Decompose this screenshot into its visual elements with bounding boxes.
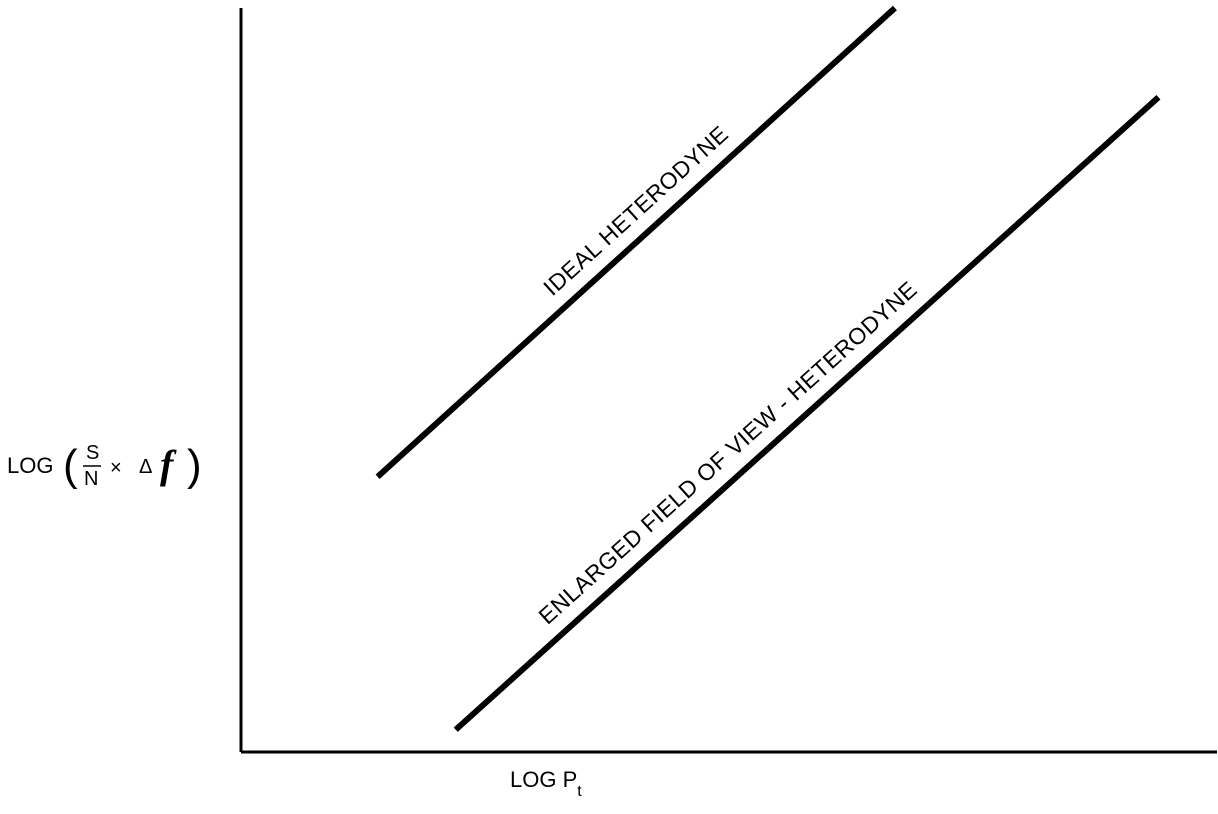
y-label-delta: Δ [139,456,152,478]
y-label-open-paren: ( [63,441,78,490]
y-label-numerator: S [86,442,99,464]
series-line-1 [375,5,897,479]
y-label-prefix: LOG [7,453,53,478]
y-label-denominator: N [84,468,98,490]
x-axis-label-main: LOG P [510,767,577,792]
axes [239,8,1217,754]
x-axis-label-subscript: t [577,783,582,800]
series-label-1: IDEAL HETERODYNE [538,120,733,300]
series-line-2 [453,95,1161,732]
y-label-times: × [110,457,122,479]
y-axis-label: LOG ( S N × Δ f ) [7,441,202,490]
y-label-f: f [160,442,177,487]
y-label-close-paren: ) [187,441,202,490]
x-axis-label: LOG Pt [510,767,582,800]
series-label-2: ENLARGED FIELD OF VIEW - HETERODYNE [534,276,923,629]
